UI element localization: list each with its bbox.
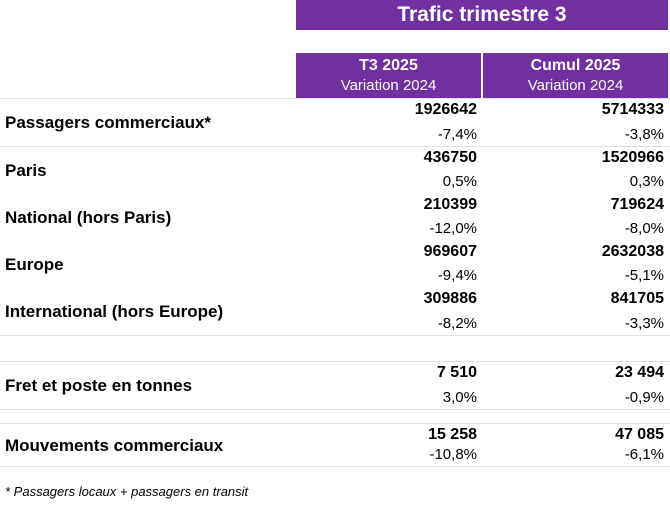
- cell-variation: -0,9%: [624, 389, 664, 406]
- cell-value: 436750: [423, 149, 477, 166]
- column-subtitle: Variation 2024: [527, 77, 624, 94]
- cell-value: 15 258: [428, 426, 477, 443]
- row-label: International (hors Europe): [5, 302, 224, 321]
- cell-value: 841705: [610, 290, 664, 307]
- row-label: Fret et poste en tonnes: [5, 376, 193, 395]
- cell-variation: -3,8%: [624, 126, 664, 143]
- table-row: Europe 969607 -9,4% 2632038 -5,1%: [0, 240, 670, 287]
- cell-variation: 0,5%: [442, 173, 477, 190]
- table-row: Paris 436750 0,5% 1520966 0,3%: [0, 146, 670, 193]
- cell-value: 309886: [423, 290, 477, 307]
- row-label: National (hors Paris): [5, 207, 172, 227]
- divider: [0, 466, 670, 467]
- column-title: Cumul 2025: [530, 57, 621, 74]
- row-label: Europe: [5, 254, 64, 274]
- divider: [0, 409, 670, 410]
- table-row: Passagers commerciaux* 1926642 -7,4% 571433…: [0, 98, 670, 146]
- cell-value: 23 494: [615, 364, 664, 381]
- cell-variation: -7,4%: [437, 126, 477, 143]
- divider: [0, 335, 670, 336]
- cell-variation: 0,3%: [629, 173, 664, 190]
- row-label: Mouvements commerciaux: [5, 435, 224, 455]
- table-row: Fret et poste en tonnes 7 510 3,0% 23 494 -0…: [0, 361, 670, 409]
- cell-variation: -3,3%: [624, 315, 664, 332]
- column-title: T3 2025: [359, 57, 418, 74]
- cell-value: 47 085: [615, 426, 664, 443]
- cell-value: 1926642: [414, 101, 477, 118]
- table-row: Mouvements commerciaux 15 258 -10,8% 47 085…: [0, 423, 670, 466]
- column-subtitle: Variation 2024: [340, 77, 437, 94]
- column-header: Cumul 2025 Variation 2024: [483, 53, 668, 98]
- cell-value: 719624: [610, 196, 664, 213]
- footnote: * Passagers locaux + passagers en transi…: [5, 484, 249, 499]
- cell-variation: -8,0%: [624, 220, 664, 237]
- cell-value: 969607: [423, 243, 477, 260]
- cell-variation: 3,0%: [442, 389, 477, 406]
- cell-value: 5714333: [601, 101, 664, 118]
- cell-variation: -10,8%: [429, 446, 477, 463]
- cell-variation: -8,2%: [437, 315, 477, 332]
- cell-variation: -5,1%: [624, 267, 664, 284]
- cell-variation: -6,1%: [624, 446, 664, 463]
- table-row: National (hors Paris) 210399 -12,0% 719624 -…: [0, 193, 670, 240]
- cell-value: 1520966: [601, 149, 664, 166]
- cell-variation: -9,4%: [437, 267, 477, 284]
- cell-value: 2632038: [601, 243, 664, 260]
- column-header: T3 2025 Variation 2024: [296, 53, 481, 98]
- row-label: Paris: [5, 160, 47, 180]
- cell-value: 7 510: [436, 364, 477, 381]
- table-title: Trafic trimestre 3: [296, 0, 668, 30]
- cell-value: 210399: [423, 196, 477, 213]
- table-row: International (hors Europe) 309886 -8,2% 84…: [0, 287, 670, 335]
- row-label: Passagers commerciaux*: [5, 113, 212, 132]
- cell-variation: -12,0%: [429, 220, 477, 237]
